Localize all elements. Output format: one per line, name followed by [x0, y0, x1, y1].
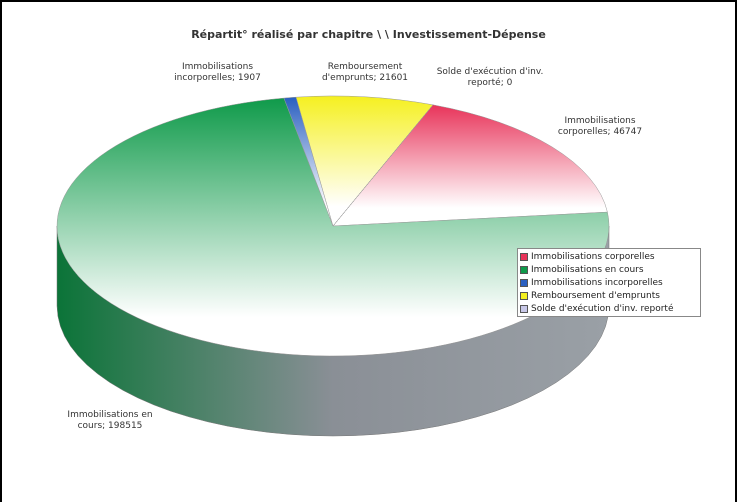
- legend-item: Immobilisations en cours: [520, 263, 698, 276]
- slice: [332, 104, 608, 227]
- legend-swatch: [520, 265, 528, 274]
- legend-label: Immobilisations incorporelles: [531, 277, 663, 288]
- legend-swatch: [520, 304, 528, 313]
- legend-item: Immobilisations incorporelles: [520, 276, 698, 289]
- legend-swatch: [520, 278, 528, 287]
- legend-label: Solde d'exécution d'inv. reporté: [531, 303, 674, 314]
- data-label: Immobilisations en cours; 198515: [67, 410, 153, 431]
- legend-label: Remboursement d'emprunts: [531, 290, 660, 301]
- chart-title: Répartit° réalisé par chapitre \ \ Inves…: [191, 28, 546, 41]
- legend-label: Immobilisations en cours: [531, 264, 644, 275]
- data-label: Remboursement d'emprunts; 21601: [321, 62, 409, 83]
- slice: [295, 95, 434, 227]
- legend-item: Remboursement d'emprunts: [520, 289, 698, 302]
- legend: Immobilisations corporelles Immobilisatio…: [517, 248, 701, 317]
- legend-item: Immobilisations corporelles: [520, 250, 698, 263]
- legend-swatch: [520, 291, 528, 300]
- legend-label: Immobilisations corporelles: [531, 251, 655, 262]
- legend-swatch: [520, 252, 528, 261]
- data-label: Immobilisations incorporelles; 1907: [174, 62, 261, 83]
- legend-item: Solde d'exécution d'inv. reporté: [520, 302, 698, 315]
- data-label: Solde d'exécution d'inv. reporté; 0: [436, 67, 544, 88]
- data-label: Immobilisations corporelles; 46747: [557, 116, 643, 137]
